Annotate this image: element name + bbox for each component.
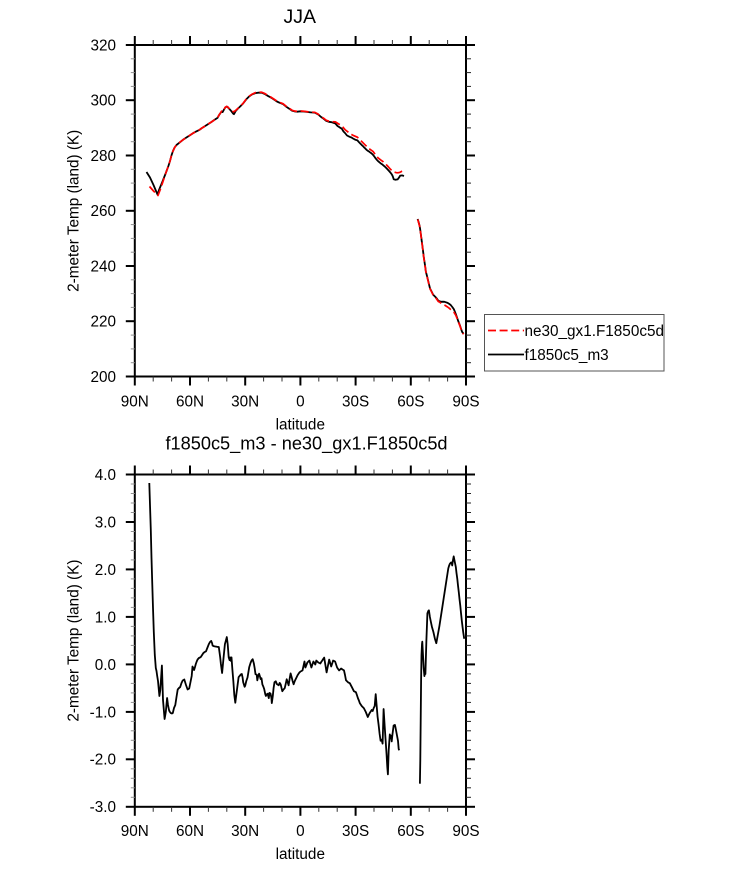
svg-text:f1850c5_m3 - ne30_gx1.F1850c5d: f1850c5_m3 - ne30_gx1.F1850c5d — [165, 434, 447, 455]
svg-text:90N: 90N — [121, 823, 149, 840]
svg-text:60S: 60S — [397, 393, 424, 410]
svg-text:f1850c5_m3: f1850c5_m3 — [525, 347, 609, 364]
svg-text:2-meter Temp (land) (K): 2-meter Temp (land) (K) — [66, 130, 83, 292]
svg-text:320: 320 — [90, 37, 116, 54]
svg-text:90N: 90N — [121, 393, 149, 410]
svg-text:300: 300 — [90, 93, 116, 110]
svg-text:60N: 60N — [176, 823, 204, 840]
svg-text:90S: 90S — [452, 823, 479, 840]
svg-text:ne30_gx1.F1850c5d: ne30_gx1.F1850c5d — [525, 323, 665, 340]
svg-text:220: 220 — [90, 314, 116, 331]
svg-text:4.0: 4.0 — [95, 467, 116, 484]
svg-text:60N: 60N — [176, 393, 204, 410]
svg-text:30N: 30N — [231, 823, 259, 840]
svg-text:30S: 30S — [342, 393, 369, 410]
svg-text:260: 260 — [90, 203, 116, 220]
svg-text:280: 280 — [90, 148, 116, 165]
svg-text:30N: 30N — [231, 393, 259, 410]
svg-text:2.0: 2.0 — [95, 562, 116, 579]
svg-text:latitude: latitude — [276, 417, 325, 434]
svg-text:3.0: 3.0 — [95, 514, 116, 531]
svg-text:30S: 30S — [342, 823, 369, 840]
svg-text:-2.0: -2.0 — [90, 752, 116, 769]
svg-text:0.0: 0.0 — [95, 657, 116, 674]
svg-text:90S: 90S — [452, 393, 479, 410]
svg-text:2-meter Temp (land) (K): 2-meter Temp (land) (K) — [66, 560, 83, 722]
svg-text:240: 240 — [90, 258, 116, 275]
svg-text:0: 0 — [296, 823, 305, 840]
svg-text:0: 0 — [296, 393, 305, 410]
svg-text:1.0: 1.0 — [95, 609, 116, 626]
svg-text:JJA: JJA — [283, 6, 316, 28]
svg-text:-1.0: -1.0 — [90, 704, 116, 721]
svg-text:60S: 60S — [397, 823, 424, 840]
svg-text:200: 200 — [90, 369, 116, 386]
svg-text:-3.0: -3.0 — [90, 799, 116, 816]
svg-text:latitude: latitude — [276, 846, 325, 863]
